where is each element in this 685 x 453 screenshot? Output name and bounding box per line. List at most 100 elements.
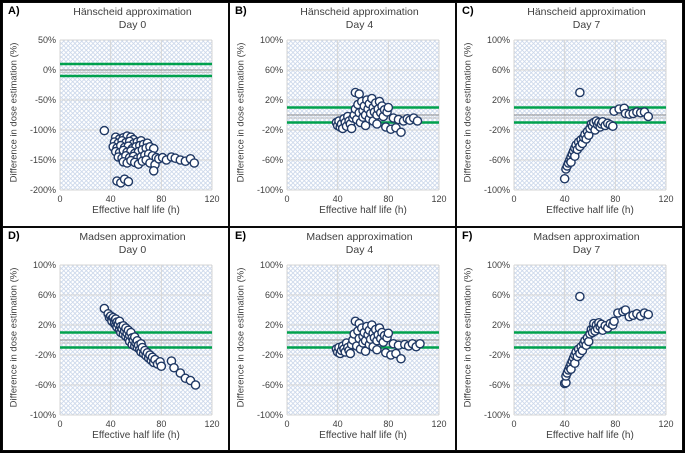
y-tick-label: -60% [262, 155, 283, 165]
y-axis-label: Difference in dose estimation (%) [462, 267, 474, 407]
y-axis-label: Difference in dose estimation (%) [8, 42, 20, 183]
y-axis-label: Difference in dose estimation (%) [235, 42, 247, 183]
y-tick-label: 20% [492, 320, 510, 330]
data-point [643, 309, 654, 319]
chart-title-text: Hänscheid approximation [73, 6, 192, 18]
y-tick-label: -100% [30, 125, 56, 135]
x-tick-label: 120 [431, 194, 446, 204]
data-point [345, 348, 356, 358]
panel-label: C) [462, 5, 474, 17]
chart-title: Madsen approximation Day 4 [268, 231, 451, 257]
panel-e: E) Madsen approximation Day 4 Difference… [229, 226, 456, 451]
panel-label: E) [235, 229, 246, 242]
x-tick-label: 40 [560, 194, 570, 204]
x-tick-label: 40 [333, 194, 343, 204]
y-tick-label: -100% [30, 410, 56, 420]
y-tick-label: -60% [489, 155, 510, 165]
x-tick-label: 40 [106, 194, 116, 204]
x-axis-label: Effective half life (h) [546, 205, 634, 216]
y-tick-label: -100% [484, 185, 510, 195]
data-point [396, 353, 406, 364]
data-point [383, 327, 394, 338]
y-tick-label: 20% [265, 320, 283, 330]
y-tick-label: 100% [33, 260, 56, 270]
chart-subtitle: Day 4 [345, 243, 374, 256]
x-axis-label: Effective half life (h) [92, 205, 180, 216]
chart-title-text: Madsen approximation [306, 230, 413, 243]
x-axis-label: Effective half life (h) [92, 429, 180, 441]
x-tick-label: 80 [383, 194, 393, 204]
chart-subtitle: Day 4 [345, 19, 374, 31]
panel-c: C) Hänscheid approximation Day 7 Differe… [456, 2, 683, 227]
y-tick-label: -60% [489, 380, 510, 390]
y-tick-label: -150% [30, 155, 56, 165]
y-tick-label: 50% [38, 35, 56, 45]
x-tick-label: 80 [610, 419, 620, 429]
x-tick-label: 0 [284, 194, 289, 204]
chart-title: Madsen approximation Day 7 [495, 231, 678, 257]
chart-title-text: Madsen approximation [533, 230, 640, 243]
x-tick-label: 40 [333, 419, 343, 429]
scatter-plot: 100% 60% 20% -20% -60% -100%0 40 80 120 [257, 35, 447, 204]
panel-a: A) Hänscheid approximation Day 0 Differe… [2, 2, 229, 227]
y-axis-label: Difference in dose estimation (%) [8, 267, 20, 407]
x-tick-label: 120 [658, 194, 673, 204]
panel-label: B) [235, 5, 247, 17]
x-tick-label: 40 [106, 419, 116, 429]
data-point [169, 362, 179, 373]
x-tick-label: 120 [431, 419, 446, 429]
data-point [609, 315, 619, 326]
data-point [346, 123, 357, 134]
data-point [575, 291, 585, 301]
x-tick-label: 0 [284, 419, 289, 429]
data-point [372, 344, 382, 355]
data-point [148, 165, 159, 176]
x-tick-label: 120 [204, 419, 219, 429]
y-tick-label: 20% [38, 320, 56, 330]
y-tick-label: 0% [43, 65, 56, 75]
chart-subtitle: Day 0 [118, 19, 147, 31]
data-point [412, 116, 423, 126]
chart-subtitle: Day 7 [572, 243, 601, 256]
x-axis-label: Effective half life (h) [546, 429, 634, 441]
chart-title-text: Hänscheid approximation [300, 6, 419, 18]
panel-d: D) Madsen approximation Day 0 Difference… [2, 226, 229, 451]
x-tick-label: 80 [383, 419, 393, 429]
data-point [396, 127, 406, 138]
scatter-plot: 100% 60% 20% -20% -60% -100%0 40 80 120 [484, 260, 674, 429]
chart-title: Hänscheid approximation Day 7 [495, 6, 678, 32]
data-point [372, 119, 382, 129]
scatter-plot: 100% 60% 20% -20% -60% -100%0 40 80 120 [484, 35, 674, 204]
data-point [415, 338, 425, 349]
y-tick-label: -20% [489, 350, 510, 360]
x-axis-label: Effective half life (h) [319, 205, 407, 216]
y-axis-label: Difference in dose estimation (%) [462, 42, 474, 183]
y-tick-label: -20% [489, 125, 510, 135]
x-axis-label: Effective half life (h) [319, 429, 407, 441]
scatter-plot: 100% 60% 20% -20% -60% -100%0 40 80 120 [30, 260, 220, 429]
x-tick-label: 0 [57, 419, 62, 429]
data-point [189, 158, 200, 168]
data-point [575, 87, 585, 98]
panel-label: D) [8, 229, 20, 242]
scatter-plot: 100% 60% 20% -20% -60% -100%0 40 80 120 [257, 260, 447, 429]
y-tick-label: 60% [492, 65, 510, 75]
y-tick-label: -20% [262, 125, 283, 135]
chart-title: Hänscheid approximation Day 4 [268, 6, 451, 32]
panel-label: A) [8, 5, 20, 17]
y-tick-label: 60% [492, 290, 510, 300]
data-point [156, 360, 167, 371]
data-point [559, 173, 570, 184]
data-point [383, 102, 394, 113]
chart-title-text: Madsen approximation [79, 230, 186, 243]
chart-title-text: Hänscheid approximation [527, 6, 646, 18]
y-tick-label: -20% [35, 350, 56, 360]
y-tick-label: 60% [265, 65, 283, 75]
panel-b: B) Hänscheid approximation Day 4 Differe… [229, 2, 456, 227]
data-point [643, 111, 654, 122]
x-tick-label: 0 [57, 194, 62, 204]
x-tick-label: 80 [610, 194, 620, 204]
chart-title: Hänscheid approximation Day 0 [41, 6, 224, 32]
y-tick-label: 20% [265, 95, 283, 105]
